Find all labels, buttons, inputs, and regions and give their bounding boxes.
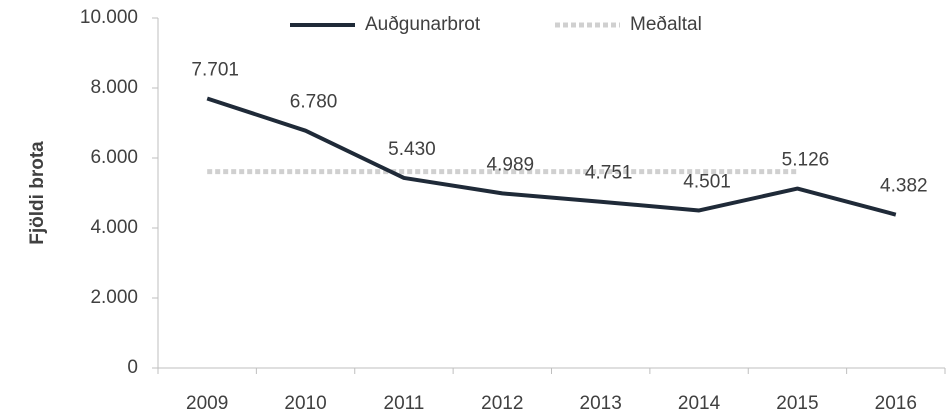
legend-label: Auðgunarbrot [365,14,481,35]
y-tick-label: 8.000 [90,77,138,98]
x-tick-label: 2013 [580,393,622,414]
data-label: 4.989 [487,154,535,175]
data-label: 5.126 [782,150,830,171]
y-tick-label: 0 [127,357,138,378]
y-axis-label: Fjöldi brota [27,141,48,245]
y-tick-label: 4.000 [90,217,138,238]
y-tick-label: 10.000 [80,7,138,28]
x-tick-label: 2016 [875,393,917,414]
series-line [206,96,897,217]
x-tick-label: 2012 [481,393,523,414]
x-tick-label: 2010 [284,393,326,414]
data-label: 4.382 [880,176,928,197]
data-label: 5.430 [388,139,436,160]
x-tick-label: 2014 [678,393,721,414]
y-tick-label: 6.000 [90,147,138,168]
y-tick-label: 2.000 [90,287,138,308]
data-label: 4.501 [683,171,731,192]
data-label: 7.701 [191,59,239,80]
x-tick-label: 2009 [186,393,228,414]
legend-label: Meðaltal [630,14,702,35]
x-tick-label: 2011 [384,393,425,414]
x-tick-label: 2015 [776,393,818,414]
data-label: 4.751 [585,163,633,184]
data-label: 6.780 [290,92,338,113]
